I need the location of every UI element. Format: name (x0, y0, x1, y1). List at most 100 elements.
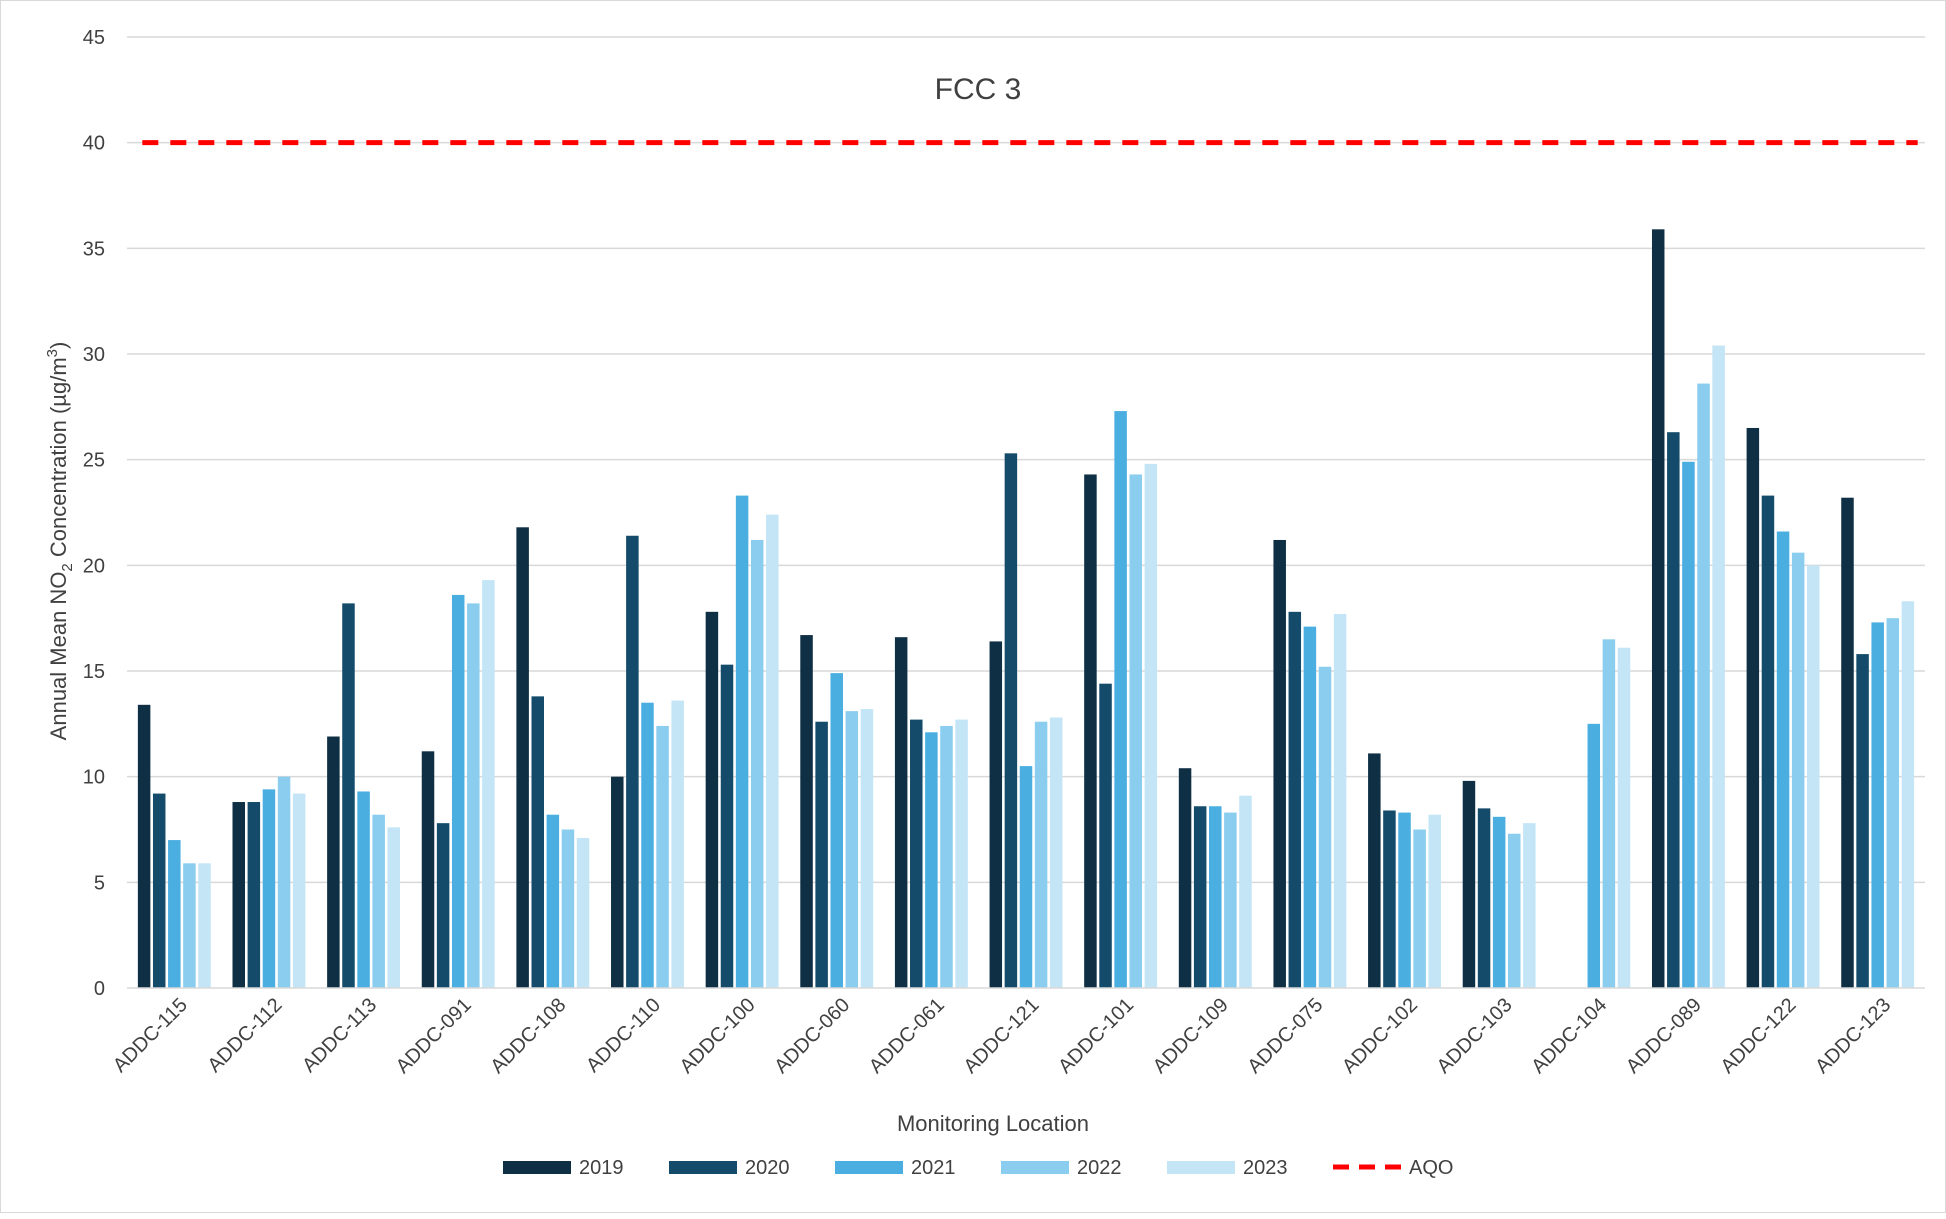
bar-2023-ADDC-113 (387, 827, 401, 988)
bar-2020-ADDC-089 (1667, 432, 1680, 988)
x-tick-label: ADDC-115 (109, 994, 192, 1077)
legend-label-2022: 2022 (1077, 1157, 1122, 1179)
bar-2020-ADDC-113 (342, 603, 355, 988)
y-axis-title-prefix: Annual Mean NO (46, 572, 71, 741)
bar-2021-ADDC-108 (546, 814, 560, 988)
x-tick-label: ADDC-112 (204, 994, 287, 1077)
bar-2021-ADDC-112 (262, 789, 276, 988)
x-tick-label: ADDC-121 (960, 994, 1044, 1078)
bar-2019-ADDC-102 (1368, 753, 1381, 988)
bar-2022-ADDC-104 (1602, 639, 1616, 988)
bar-2019-ADDC-121 (989, 641, 1003, 988)
bar-2020-ADDC-103 (1477, 808, 1491, 988)
x-tick-label: ADDC-100 (676, 994, 760, 1078)
bar-2021-ADDC-122 (1776, 531, 1790, 988)
x-tick-label: ADDC-101 (1054, 994, 1138, 1078)
bar-2023-ADDC-060 (860, 709, 874, 988)
chart-title: FCC 3 (935, 73, 1022, 106)
bar-2022-ADDC-110 (656, 725, 669, 988)
bar-2021-ADDC-113 (357, 791, 370, 988)
bar-2021-ADDC-103 (1492, 816, 1506, 988)
bar-2020-ADDC-108 (531, 696, 544, 988)
bar-2022-ADDC-091 (467, 603, 480, 988)
legend-label-2023: 2023 (1243, 1157, 1288, 1179)
bar-2021-ADDC-110 (641, 702, 654, 988)
bar-2021-ADDC-075 (1303, 626, 1317, 988)
bar-2019-ADDC-101 (1084, 474, 1097, 989)
bar-2023-ADDC-101 (1144, 463, 1158, 989)
y-tick-label: 40 (83, 133, 105, 155)
bar-2021-ADDC-123 (1871, 622, 1884, 988)
y-tick-label: 5 (94, 872, 105, 894)
bar-2020-ADDC-109 (1193, 806, 1207, 988)
legend-label-AQO: AQO (1409, 1157, 1453, 1179)
bar-2019-ADDC-110 (611, 776, 624, 988)
y-tick-label: 35 (83, 238, 105, 260)
x-tick-label: ADDC-075 (1243, 994, 1327, 1078)
bar-2023-ADDC-089 (1712, 345, 1725, 989)
x-axis-title: Monitoring Location (897, 1111, 1089, 1136)
bar-2023-ADDC-115 (198, 863, 211, 988)
legend-swatch-2020 (669, 1161, 737, 1174)
bar-2022-ADDC-075 (1318, 666, 1332, 988)
legend-swatch-2022 (1001, 1161, 1069, 1174)
bar-2021-ADDC-100 (735, 495, 749, 988)
y-axis-title-sub: 2 (59, 563, 76, 571)
x-tick-label: ADDC-103 (1433, 994, 1517, 1078)
y-axis-title-sup: 3 (44, 349, 61, 357)
x-tick-label: ADDC-123 (1811, 994, 1895, 1078)
bar-2022-ADDC-123 (1886, 618, 1900, 988)
x-tick-label: ADDC-089 (1622, 994, 1706, 1078)
bars (137, 229, 1915, 989)
x-tick-label: ADDC-091 (392, 994, 476, 1078)
bar-2021-ADDC-060 (830, 673, 843, 988)
bar-2020-ADDC-112 (247, 802, 261, 988)
legend-swatch-2019 (503, 1161, 571, 1174)
bar-2020-ADDC-075 (1288, 611, 1302, 988)
bar-2019-ADDC-089 (1651, 229, 1665, 988)
bar-2023-ADDC-122 (1807, 565, 1820, 988)
legend-swatch-2021 (835, 1161, 903, 1174)
bar-2019-ADDC-060 (800, 635, 813, 988)
bar-2023-ADDC-108 (576, 837, 590, 988)
legend-label-2020: 2020 (745, 1157, 790, 1179)
bar-2021-ADDC-115 (168, 840, 181, 988)
bar-2022-ADDC-108 (561, 829, 575, 988)
y-tick-label: 10 (83, 767, 105, 789)
bar-2021-ADDC-101 (1114, 411, 1127, 988)
x-tick-label: ADDC-102 (1338, 994, 1422, 1078)
y-tick-label: 20 (83, 555, 105, 577)
bar-2021-ADDC-089 (1682, 461, 1695, 988)
bar-2022-ADDC-103 (1508, 833, 1521, 988)
bar-2023-ADDC-112 (292, 793, 306, 988)
bar-2021-ADDC-061 (925, 732, 938, 988)
bar-2023-ADDC-104 (1617, 647, 1631, 988)
y-tick-label: 45 (83, 27, 105, 49)
bar-2020-ADDC-123 (1856, 654, 1869, 988)
bar-2020-ADDC-060 (815, 721, 828, 988)
bar-2021-ADDC-102 (1398, 812, 1411, 988)
bar-2021-ADDC-121 (1019, 766, 1033, 988)
bar-2019-ADDC-091 (421, 751, 435, 988)
bar-2022-ADDC-113 (372, 814, 385, 988)
bar-2019-ADDC-109 (1178, 768, 1192, 988)
bar-2020-ADDC-102 (1383, 810, 1396, 988)
legend-label-2019: 2019 (579, 1157, 624, 1179)
bar-2019-ADDC-122 (1746, 427, 1760, 988)
bar-2023-ADDC-121 (1049, 717, 1063, 988)
x-tick-label: ADDC-061 (865, 994, 949, 1078)
bar-2021-ADDC-109 (1209, 806, 1222, 988)
bar-2019-ADDC-061 (894, 637, 908, 988)
y-axis-title-suffix: ) (46, 342, 71, 349)
bar-2020-ADDC-122 (1761, 495, 1775, 988)
bar-2020-ADDC-100 (720, 664, 734, 988)
bar-2022-ADDC-115 (183, 863, 196, 988)
bar-2020-ADDC-115 (152, 793, 166, 988)
bar-2022-ADDC-061 (940, 725, 953, 988)
bar-2022-ADDC-101 (1129, 474, 1142, 989)
y-tick-labels: 0 5 10 15 20 25 30 35 40 45 (83, 27, 105, 1000)
bar-2019-ADDC-075 (1273, 539, 1286, 988)
bar-2020-ADDC-091 (436, 823, 450, 988)
